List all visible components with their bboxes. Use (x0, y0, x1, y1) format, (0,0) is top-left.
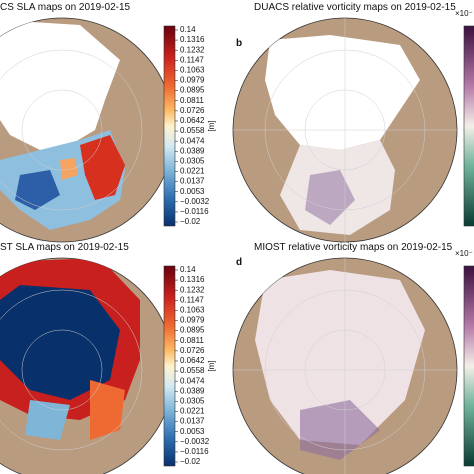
colorbar (463, 25, 474, 227)
panel-title: CS SLA maps on 2019-02-15 (0, 2, 131, 13)
colorbar-tick-label: 0.14 (180, 265, 196, 274)
colorbar-tick-label: 0.0053 (180, 187, 205, 196)
colorbar-tick-label: 0.0979 (180, 316, 205, 325)
panel-title: ST SLA maps on 2019-02-15 (0, 242, 129, 253)
colorbar-tick-label: −0.0032 (180, 197, 210, 206)
colorbar-tick-label: −0.0116 (180, 207, 209, 216)
colorbar-tick-label: 0.0137 (180, 177, 205, 186)
map-c (0, 257, 175, 474)
colorbar-tick-label: 0.1232 (180, 45, 205, 54)
colorbar-tick-label: 0.0389 (180, 146, 205, 155)
colorbar-tick-label: 0.0474 (180, 376, 205, 385)
colorbar-tick-label: 0.0979 (180, 76, 205, 85)
colorbar-tick-label: 0.0642 (180, 116, 205, 125)
colorbar-tick-label: 0.0726 (180, 346, 205, 355)
colorbar-tick-label: 0.0053 (180, 427, 205, 436)
panel-title: DUACS relative vorticity maps on 2019-02… (254, 2, 456, 13)
map-b (232, 17, 458, 243)
colorbar-tick-label: 0.1316 (180, 275, 205, 284)
colorbar-tick-label: 0.0305 (180, 156, 205, 165)
colorbar-tick-label: 0.0221 (180, 407, 205, 416)
colorbar (463, 265, 474, 467)
colorbar-tick-label: 0.0558 (180, 366, 205, 375)
colorbar-tick-label: 0.1316 (180, 35, 205, 44)
colorbar-tick-label: 0.0389 (180, 386, 205, 395)
colorbar-label: [m] (207, 120, 216, 131)
map-a (0, 17, 175, 243)
panel-letter: b (236, 38, 242, 49)
colorbar-tick-label: 0.0305 (180, 396, 205, 405)
colorbar (163, 25, 176, 227)
colorbar-tick-label: 0.1232 (180, 285, 205, 294)
colorbar (163, 265, 176, 467)
colorbar-tick-label: 0.1147 (180, 55, 204, 64)
colorbar-tick-label: 0.0474 (180, 136, 205, 145)
colorbar-tick-label: 0.1063 (180, 66, 205, 75)
panel-title: MIOST relative vorticity maps on 2019-02… (254, 242, 453, 253)
colorbar-label: [m] (207, 360, 216, 371)
map-d (232, 257, 458, 474)
colorbar-label: ×10⁻ (455, 9, 473, 18)
colorbar-tick-label: 0.0137 (180, 417, 205, 426)
colorbar-tick-label: 0.0558 (180, 126, 205, 135)
colorbar-tick-label: −0.02 (180, 457, 201, 466)
colorbar-tick-label: 0.0726 (180, 106, 205, 115)
colorbar-tick-label: −0.0032 (180, 437, 210, 446)
colorbar-tick-label: 0.0642 (180, 356, 205, 365)
colorbar-tick-label: 0.0895 (180, 86, 205, 95)
colorbar-tick-label: 0.0811 (180, 96, 204, 105)
colorbar-tick-label: 0.0895 (180, 326, 205, 335)
colorbar-tick-label: 0.14 (180, 25, 196, 34)
panel-letter: d (236, 257, 242, 268)
colorbar-tick-label: −0.0116 (180, 447, 209, 456)
colorbar-label: ×10⁻ (455, 249, 473, 258)
colorbar-tick-label: −0.02 (180, 217, 201, 226)
colorbar-tick-label: 0.0811 (180, 336, 204, 345)
colorbar-tick-label: 0.0221 (180, 167, 205, 176)
colorbar-tick-label: 0.1147 (180, 295, 204, 304)
colorbar-tick-label: 0.1063 (180, 306, 205, 315)
